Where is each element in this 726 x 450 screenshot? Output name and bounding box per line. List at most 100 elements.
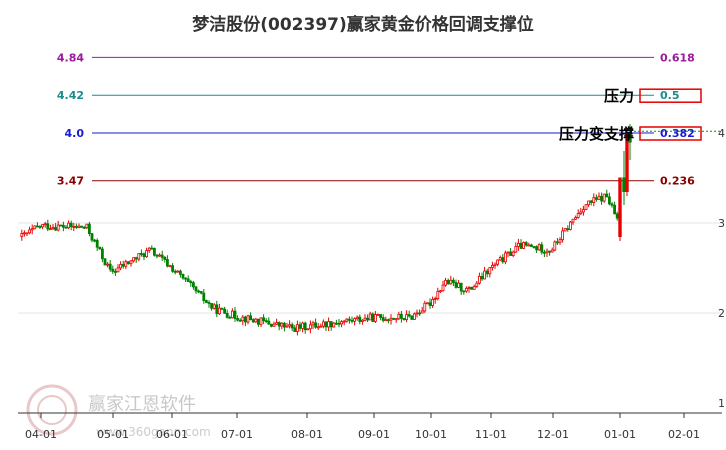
candle-body xyxy=(394,318,398,321)
candle-body xyxy=(428,302,432,306)
candle-body xyxy=(545,250,549,254)
x-tick-label: 05-01 xyxy=(97,428,129,441)
candle-body xyxy=(233,310,237,319)
candle-body xyxy=(483,270,487,280)
candle-body xyxy=(298,324,302,329)
candle-body xyxy=(366,317,370,321)
candle-body xyxy=(77,225,81,228)
candle-body xyxy=(386,319,390,322)
candle-body xyxy=(553,241,557,251)
candle-body xyxy=(181,273,185,279)
watermark: 赢家江恩软件 www.360gann.com xyxy=(26,384,211,439)
candle-body xyxy=(238,319,242,322)
y-tick-label: 1 xyxy=(718,397,725,410)
candle-body xyxy=(532,246,536,248)
candle-body xyxy=(282,322,286,328)
candle-body xyxy=(397,313,401,320)
candle-body xyxy=(493,263,497,266)
candle-body xyxy=(75,226,78,228)
candle-body xyxy=(186,278,190,282)
candle-body xyxy=(519,242,523,249)
candle-body xyxy=(563,228,567,232)
candle-body xyxy=(301,322,305,329)
candle-body xyxy=(496,259,500,265)
candle-body xyxy=(43,223,47,226)
candle-body xyxy=(628,132,632,143)
fib-levels: 4.84 0.618 4.42 0.5 4.0 0.382 3.47 0.236 xyxy=(57,51,695,187)
candle-body xyxy=(423,302,427,312)
candle-body xyxy=(132,257,136,262)
candle-body xyxy=(72,226,76,228)
candle-body xyxy=(350,319,354,322)
candle-body xyxy=(506,251,510,254)
candle-body xyxy=(256,318,260,325)
x-tick-label: 11-01 xyxy=(475,428,507,441)
candle-body xyxy=(212,304,216,309)
candle-body xyxy=(293,327,297,332)
candle-body xyxy=(503,252,507,263)
candle-body xyxy=(548,250,551,253)
candle-body xyxy=(207,302,211,304)
candle-body xyxy=(605,193,609,198)
candle-body xyxy=(363,317,367,321)
candle-body xyxy=(93,239,96,242)
candle-body xyxy=(108,263,112,270)
x-tick-label: 01-01 xyxy=(604,428,636,441)
candle-body xyxy=(101,248,104,260)
candle-body xyxy=(171,265,175,272)
candle-body xyxy=(246,315,250,323)
candle-body xyxy=(98,246,102,250)
candle-body xyxy=(574,217,577,220)
candle-body xyxy=(290,324,294,329)
x-tick-label: 02-01 xyxy=(668,428,700,441)
candle-body xyxy=(618,177,622,237)
candle-body xyxy=(280,322,284,327)
candle-body xyxy=(103,258,107,266)
candle-body xyxy=(269,323,273,327)
candle-body xyxy=(347,318,351,321)
watermark-name: 赢家江恩软件 xyxy=(88,393,196,415)
candle-body xyxy=(285,325,289,328)
candle-body xyxy=(579,211,583,214)
level-ratio-label: 0.236 xyxy=(660,175,695,188)
candle-body xyxy=(587,200,590,206)
candle-body xyxy=(353,318,357,322)
candle-body xyxy=(236,318,240,321)
candle-body xyxy=(163,256,167,260)
candle-body xyxy=(379,314,383,318)
candle-body xyxy=(464,287,468,292)
candle-body xyxy=(477,276,481,284)
candle-body xyxy=(254,318,258,323)
chart-title: 梦洁股份(002397)赢家黄金价格回调支撑位 xyxy=(192,14,534,35)
candle-body xyxy=(420,310,424,314)
candle-body xyxy=(288,324,292,327)
candle-body xyxy=(441,284,445,292)
candle-body xyxy=(264,320,268,323)
candle-body xyxy=(470,286,474,290)
candle-body xyxy=(54,227,57,231)
candle-body xyxy=(142,253,146,258)
candle-body xyxy=(571,218,575,223)
candles xyxy=(20,124,722,336)
candle-body xyxy=(475,282,479,287)
candle-body xyxy=(311,322,315,326)
x-tick-label: 08-01 xyxy=(291,428,323,441)
watermark-url: www.360gann.com xyxy=(96,425,211,439)
candle-body xyxy=(462,290,466,293)
candle-body xyxy=(38,226,42,228)
candle-body xyxy=(410,315,414,320)
candle-body xyxy=(127,261,130,265)
candle-body xyxy=(129,260,133,265)
x-tick-label: 12-01 xyxy=(537,428,569,441)
candle-body xyxy=(178,270,182,275)
candle-body xyxy=(509,251,513,256)
candle-body xyxy=(498,257,502,261)
candle-body xyxy=(88,223,91,235)
candle-body xyxy=(30,228,34,231)
candle-body xyxy=(56,224,60,231)
candle-body xyxy=(327,321,331,328)
annotation-box xyxy=(639,126,702,141)
candle-body xyxy=(275,322,279,325)
